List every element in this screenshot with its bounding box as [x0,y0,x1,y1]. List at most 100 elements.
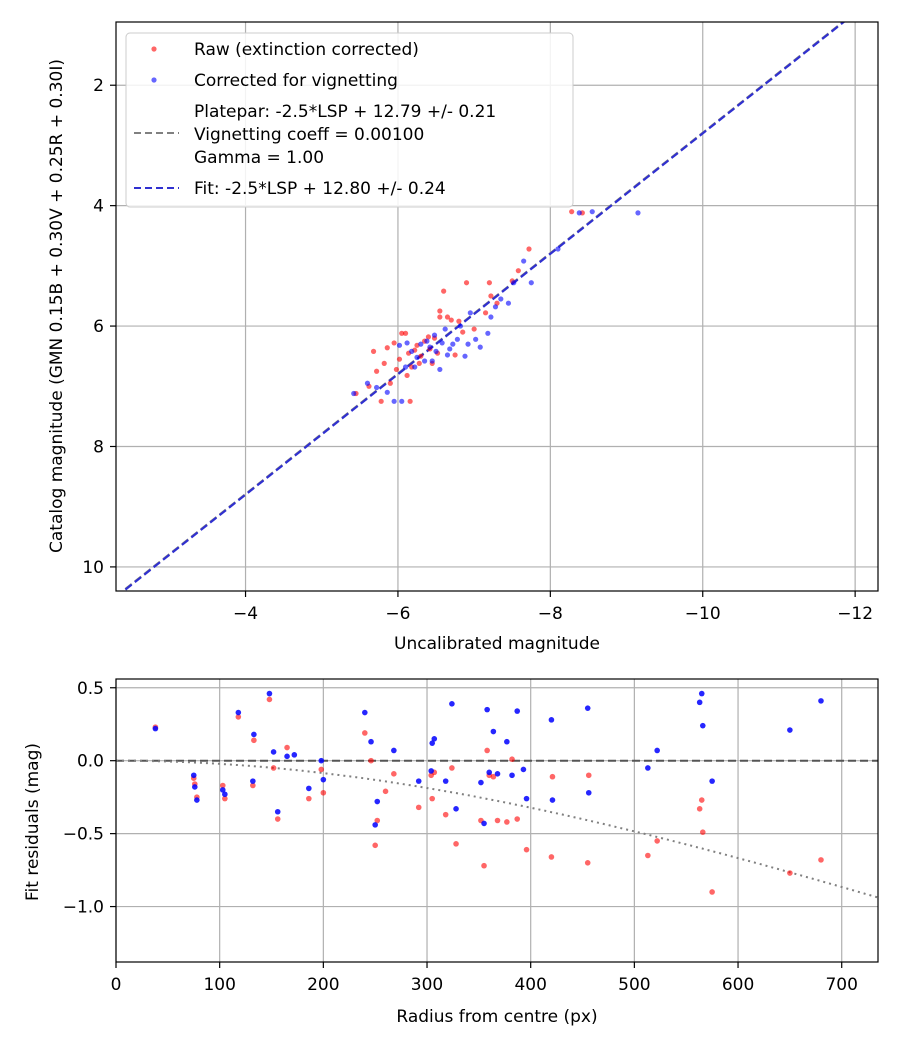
bottom-x-tick-label: 400 [514,975,546,995]
corrected-point [555,246,561,252]
residual-corrected-point [699,722,706,729]
corrected-point [521,258,527,264]
raw-point [444,314,451,320]
top-legend: Raw (extinction corrected) Corrected for… [125,32,574,208]
residual-corrected-point [428,768,434,774]
corrected-point [391,398,397,404]
raw-point [370,348,377,354]
residual-corrected-point [709,778,715,784]
residual-corrected-point [520,766,527,773]
top-y-axis-label: Catalog magnitude (GMN 0.15B + 0.30V + 0… [47,59,67,553]
corrected-point [424,338,430,344]
legend-label-platepar: Platepar: -2.5*LSP + 12.79 +/- 0.21 [194,102,496,122]
residual-raw-point [514,816,521,822]
residual-raw-point [484,747,490,754]
top-x-axis-label: Uncalibrated magnitude [394,634,600,654]
residual-corrected-point [235,709,242,716]
corrected-point [485,330,491,336]
legend-label-corrected: Corrected for vignetting [194,71,398,91]
legend-label-vignetting: Vignetting coeff = 0.00100 [194,125,424,145]
corrected-point [404,340,410,346]
residual-corrected-point [818,698,824,704]
raw-point [396,356,403,362]
residual-corrected-point [509,772,515,779]
raw-point [452,352,458,358]
residual-corrected-point [266,690,273,697]
raw-point [425,334,432,340]
residual-corrected-point [654,747,660,754]
corrected-point [492,304,499,310]
corrected-point [439,340,445,346]
raw-point [471,326,477,332]
residual-corrected-point [548,717,555,723]
residual-corrected-point [152,725,159,732]
residual-raw-point [699,829,706,835]
bottom-x-tick-label: 700 [825,975,857,995]
residual-corrected-point [431,736,438,742]
raw-point [486,280,492,286]
raw-point [463,280,470,286]
corrected-point [454,336,460,342]
residual-corrected-point [549,797,556,803]
bottom-chart: 0 100 200 300 400 500 600 700 0.5 0.0 −0.5 −1.0 Rad… [23,678,879,1027]
raw-point [387,380,393,386]
top-x-tick-label: −12 [837,604,873,624]
raw-point [378,398,384,404]
residual-raw-point [374,817,381,824]
residual-raw-point [235,714,242,720]
corrected-point [414,354,420,360]
bottom-x-tick-label: 0 [111,975,122,995]
residual-raw-point [372,842,378,849]
fit-line [121,22,846,591]
corrected-point [429,358,435,364]
raw-point [441,288,447,294]
residual-corrected-point [415,778,422,784]
raw-point [404,372,410,379]
corrected-point [462,353,468,359]
corrected-point [396,342,403,348]
residual-corrected-point [478,779,484,786]
corrected-point [364,380,371,386]
corrected-point [457,323,464,329]
residual-raw-point [284,744,290,751]
residual-raw-point [696,806,703,812]
vignetting-curve [116,759,878,899]
residual-corrected-point [490,728,497,735]
corrected-point [498,296,504,302]
residual-corrected-point [194,797,200,803]
raw-point [526,246,532,252]
residual-raw-point [509,756,515,763]
residual-corrected-point [698,690,705,697]
top-y-tick-label: 6 [93,317,104,337]
bottom-x-tick-label: 200 [307,975,339,995]
residual-raw-point [585,772,592,779]
corrected-point [384,389,390,395]
residual-corrected-point [481,820,487,827]
raw-point [437,308,443,314]
residual-raw-point [391,771,397,777]
corrected-point [399,398,405,404]
residual-corrected-point [368,738,374,745]
bottom-axis-ticks: 0 100 200 300 400 500 600 700 0.5 0.0 −0.5 −1.0 [63,679,858,995]
bottom-y-tick-label: −0.5 [63,825,104,845]
corrected-point [433,348,439,354]
top-axis-ticks: −4 −6 −8 −10 −12 2 4 6 8 10 [82,76,873,624]
corrected-point [635,210,641,216]
residual-corrected-point [494,771,501,777]
residual-raw-point [250,782,256,789]
corrected-point [465,341,471,347]
corrected-point [488,314,494,320]
residual-raw-point [429,795,436,802]
residual-corrected-point [787,727,793,733]
residual-raw-point [219,782,226,789]
residual-corrected-point [274,808,281,815]
residual-corrected-point [318,757,325,764]
residual-corrected-point [391,747,397,754]
corrected-point [444,352,451,358]
bottom-scatter-points [152,690,824,895]
top-y-tick-label: 8 [93,437,104,457]
raw-point [407,398,413,404]
residual-raw-point [453,841,459,847]
residual-raw-point [787,870,793,876]
residual-raw-point [549,773,556,780]
